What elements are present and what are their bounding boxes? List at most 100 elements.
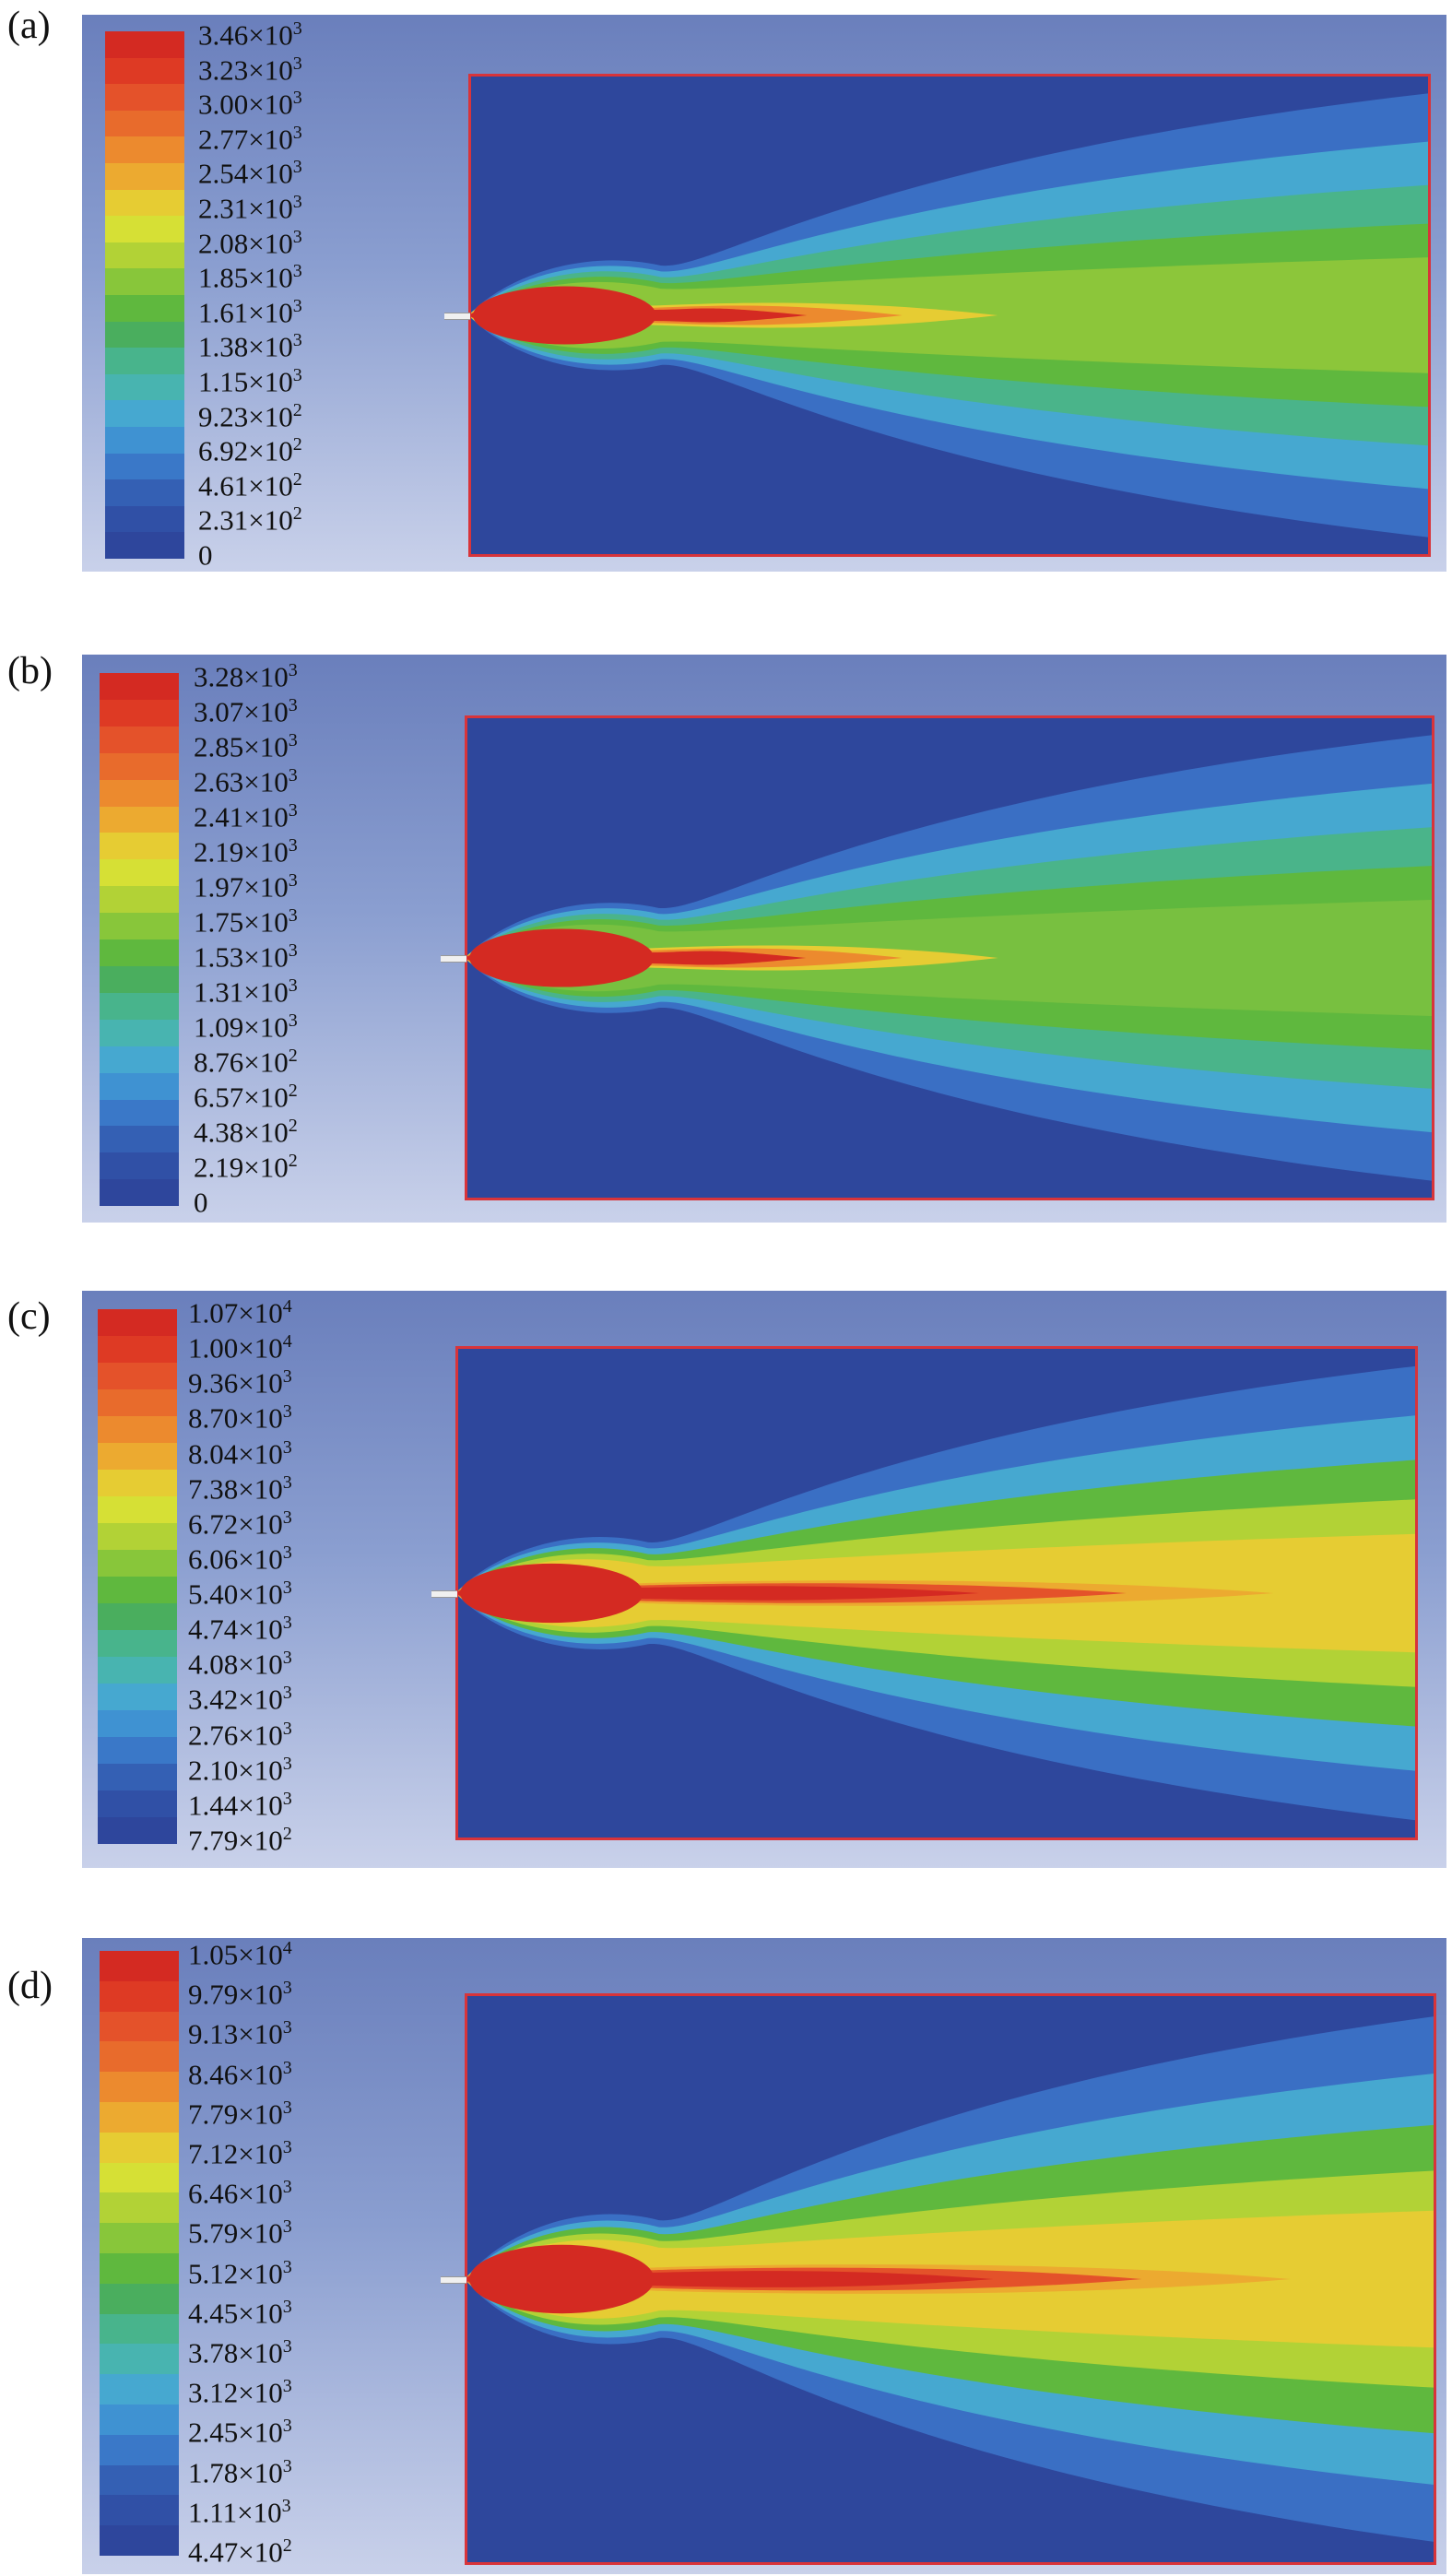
colorbar-swatch [100, 1152, 179, 1180]
colorbar-tick-label: 7.38×103 [188, 1471, 292, 1506]
colorbar-swatch [98, 1737, 177, 1764]
colorbar-tick-label: 8.46×103 [188, 2057, 292, 2091]
colorbar-tick-label: 3.78×103 [188, 2336, 292, 2369]
colorbar-swatch [100, 673, 179, 700]
colorbar-swatch [105, 110, 184, 137]
panel-c: (c) 1.07×104 1.00×104 9.36×103 8.70×103 8.04… [0, 1291, 1452, 1890]
colorbar-swatch [98, 1817, 177, 1844]
colorbar-tick-label: 8.76×102 [194, 1046, 298, 1079]
colorbar-tick-label: 9.36×103 [188, 1366, 292, 1400]
colorbar-tick-label: 6.57×102 [194, 1081, 298, 1114]
colorbar-tick-label: 7.79×102 [188, 1824, 292, 1857]
colorbar-tick-label: 9.79×103 [188, 1978, 292, 2011]
colorbar-swatch [105, 321, 184, 349]
colorbar-tick-label: 2.76×103 [188, 1718, 292, 1752]
colorbar-swatch [98, 1790, 177, 1817]
nozzle-marker [441, 2276, 466, 2284]
colorbar-swatch [100, 699, 179, 727]
colorbar-swatch [100, 2374, 179, 2405]
colorbar-swatch [100, 1072, 179, 1100]
colorbar-swatch [98, 1630, 177, 1657]
colorbar-swatch [105, 505, 184, 533]
colorbar-swatch [98, 1443, 177, 1470]
panel-a: (a) 3.46×103 3.23×103 3.00×103 2.77×103 2.54… [0, 0, 1452, 599]
colorbar-ticks: 1.07×104 1.00×104 9.36×103 8.70×103 8.04×103… [188, 1297, 372, 1854]
panel-d: (d) 1.05×104 9.79×103 9.13×103 8.46×103 7.79… [0, 1927, 1452, 2576]
colorbar-tick-label: 1.85×103 [198, 261, 302, 294]
colorbar-tick-label: 2.54×103 [198, 157, 302, 190]
colorbar-swatch [98, 1523, 177, 1550]
colorbar-swatch [105, 189, 184, 217]
colorbar-swatch [100, 2404, 179, 2435]
colorbar-swatch [100, 913, 179, 940]
colorbar-tick-label: 3.00×103 [198, 88, 302, 121]
colorbar-swatch [98, 1389, 177, 1416]
colorbar-tick-label: 3.42×103 [188, 1683, 292, 1716]
colorbar-tick-label: 5.40×103 [188, 1578, 292, 1611]
colorbar-swatch [105, 479, 184, 506]
colorbar-tick-label: 1.09×103 [194, 1010, 298, 1044]
colorbar-swatch [100, 965, 179, 993]
colorbar-swatch [98, 1496, 177, 1523]
plume-lobe [473, 286, 656, 345]
colorbar-swatch [100, 2011, 179, 2042]
colorbar-tick-label: 4.45×103 [188, 2296, 292, 2330]
colorbar-swatch [98, 1764, 177, 1790]
colorbar-ticks: 1.05×104 9.79×103 9.13×103 8.46×103 7.79×103… [188, 1939, 372, 2566]
colorbar-swatch [100, 2223, 179, 2253]
contour-domain [431, 1346, 1418, 1840]
colorbar-swatch [100, 2434, 179, 2465]
colorbar-tick-label: 3.12×103 [188, 2376, 292, 2409]
colorbar-swatch [105, 84, 184, 111]
contour-domain [444, 74, 1431, 557]
plume-lobe [469, 2244, 655, 2314]
colorbar-tick-label: 4.61×102 [198, 468, 302, 502]
colorbar-swatch [98, 1363, 177, 1389]
colorbar-swatch [100, 2252, 179, 2284]
nozzle-marker [441, 955, 466, 963]
colorbar-swatch [100, 2162, 179, 2193]
colorbar-tick-label: 2.41×103 [194, 800, 298, 833]
panel-b: (b) 3.28×103 3.07×103 2.85×103 2.63×103 2.41… [0, 645, 1452, 1245]
colorbar-swatch [100, 2313, 179, 2345]
colorbar-swatch [100, 806, 179, 833]
contour-domain [441, 715, 1434, 1200]
colorbar-tick-label: 2.10×103 [188, 1753, 292, 1787]
colorbar-swatch [98, 1336, 177, 1363]
contour-plot [468, 74, 1431, 557]
colorbar [105, 31, 184, 559]
colorbar-tick-label: 0 [198, 538, 213, 572]
colorbar-swatch [98, 1577, 177, 1603]
colorbar-swatch [100, 1980, 179, 2012]
colorbar-swatch [105, 532, 184, 559]
colorbar-tick-label: 4.38×102 [194, 1116, 298, 1149]
plume-lobe [460, 1563, 643, 1624]
colorbar-tick-label: 2.31×103 [198, 192, 302, 225]
colorbar-tick-label: 5.79×103 [188, 2216, 292, 2250]
panel-label: (a) [7, 5, 51, 47]
colorbar-tick-label: 2.85×103 [194, 730, 298, 763]
colorbar-tick-label: 6.72×103 [188, 1507, 292, 1541]
colorbar-tick-label: 1.75×103 [194, 905, 298, 939]
colorbar-swatch [100, 1179, 179, 1207]
contour-plot [465, 715, 1434, 1200]
colorbar-tick-label: 1.11×103 [188, 2495, 291, 2529]
colorbar-tick-label: 1.53×103 [194, 940, 298, 974]
colorbar-swatch [100, 886, 179, 914]
colorbar-swatch [100, 992, 179, 1020]
colorbar-tick-label: 1.31×103 [194, 975, 298, 1009]
colorbar-swatch [105, 400, 184, 427]
colorbar-swatch [98, 1603, 177, 1630]
panel-label: (b) [7, 650, 53, 692]
colorbar-tick-label: 3.28×103 [194, 660, 298, 693]
colorbar-tick-label: 9.23×102 [198, 399, 302, 433]
colorbar-swatch [105, 216, 184, 242]
colorbar-tick-label: 2.19×102 [194, 1151, 298, 1184]
colorbar-swatch [105, 348, 184, 374]
nozzle-marker [431, 1590, 457, 1598]
colorbar-tick-label: 2.45×103 [188, 2416, 292, 2449]
colorbar-swatch [100, 1099, 179, 1127]
colorbar-tick-label: 1.05×104 [188, 1938, 292, 1971]
plume-lobe [469, 928, 655, 987]
panel-label: (c) [7, 1295, 51, 1338]
